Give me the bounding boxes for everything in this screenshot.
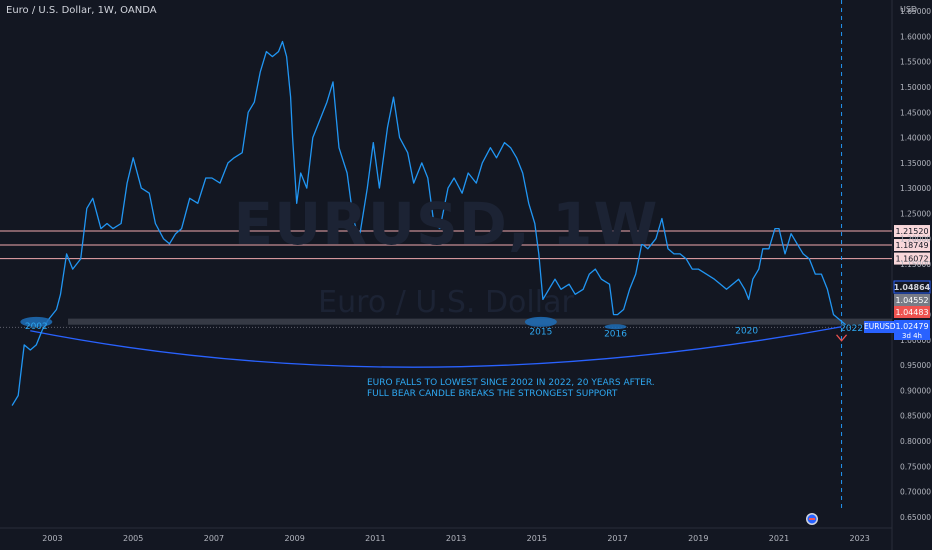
annotation-line-1: EURO FALLS TO LOWEST SINCE 2002 IN 2022,…: [367, 378, 655, 388]
marker-label-2015: 2015: [529, 327, 552, 337]
x-tick-label: 2009: [284, 534, 304, 543]
marker-2016: [604, 324, 627, 330]
resistance-3-label-bg: [894, 252, 930, 265]
y-tick-label: 1.30000: [900, 184, 931, 193]
y-tick-label: 1.15000: [900, 260, 931, 269]
x-tick-label: 2015: [527, 534, 547, 543]
price-label-red-bg: [894, 306, 930, 318]
resistance-2-label-bg: [894, 239, 930, 252]
price-label-red: 1.04483: [895, 308, 928, 317]
down-arrow-icon: [836, 334, 848, 342]
y-tick-label: 1.50000: [900, 83, 931, 92]
y-tick-label: 1.20000: [900, 235, 931, 244]
marker-label-2002: 2002: [25, 322, 48, 332]
event-flag-icon[interactable]: [806, 513, 818, 525]
x-tick-label: 2011: [365, 534, 385, 543]
marker-label-2016: 2016: [604, 329, 627, 339]
y-tick-label: 0.80000: [900, 437, 931, 446]
x-tick-label: 2017: [607, 534, 627, 543]
chart-title: Euro / U.S. Dollar, 1W, OANDA: [6, 5, 157, 16]
y-tick-label: 0.85000: [900, 412, 931, 421]
trend-arc: [30, 326, 842, 368]
y-tick-label: 1.40000: [900, 134, 931, 143]
x-tick-label: 2019: [688, 534, 708, 543]
x-tick-label: 2005: [123, 534, 143, 543]
y-tick-label: 0.95000: [900, 361, 931, 370]
x-tick-label: 2023: [850, 534, 870, 543]
y-tick-label: 1.60000: [900, 32, 931, 41]
resistance-3-label: 1.16072: [895, 255, 928, 264]
y-tick-label: 0.75000: [900, 462, 931, 471]
x-tick-label: 2007: [204, 534, 224, 543]
marker-label-2022: 2022: [840, 324, 863, 334]
price-label-high: 1.04864: [894, 283, 931, 292]
price-label-last: 1.02479: [895, 322, 928, 331]
y-tick-label: 1.55000: [900, 58, 931, 67]
x-tick-label: 2003: [42, 534, 62, 543]
resistance-2-label: 1.18749: [895, 241, 928, 250]
x-tick-label: 2013: [446, 534, 466, 543]
annotation-text: EURO FALLS TO LOWEST SINCE 2002 IN 2022,…: [367, 378, 655, 400]
y-tick-label: 0.90000: [900, 386, 931, 395]
x-tick-label: 2021: [769, 534, 789, 543]
price-label-last-countdown: 3d 4h: [902, 332, 922, 340]
price-axis-currency: USD: [900, 5, 918, 14]
marker-2002: [20, 316, 53, 327]
price-line: [11, 40, 847, 406]
y-tick-label: 1.25000: [900, 209, 931, 218]
y-tick-label: 1.45000: [900, 108, 931, 117]
price-label-last-bg: [894, 320, 930, 340]
y-tick-label: 0.70000: [900, 488, 931, 497]
marker-2015: [524, 316, 557, 327]
y-tick-label: 1.00000: [900, 336, 931, 345]
price-label-high-bg: [893, 280, 931, 294]
resistance-1-label: 1.21520: [895, 227, 928, 236]
resistance-1-label-bg: [894, 225, 930, 238]
support-band: [68, 318, 892, 325]
price-label-gray-bg: [894, 294, 930, 306]
y-tick-label: 1.65000: [900, 7, 931, 16]
price-label-gray: 1.04552: [895, 296, 928, 305]
y-tick-label: 1.35000: [900, 159, 931, 168]
symbol-tag[interactable]: EURUSD: [864, 321, 896, 333]
marker-label-2020: 2020: [735, 326, 758, 336]
annotation-line-2: FULL BEAR CANDLE BREAKS THE STRONGEST SU…: [367, 389, 618, 399]
y-tick-label: 0.65000: [900, 513, 931, 522]
